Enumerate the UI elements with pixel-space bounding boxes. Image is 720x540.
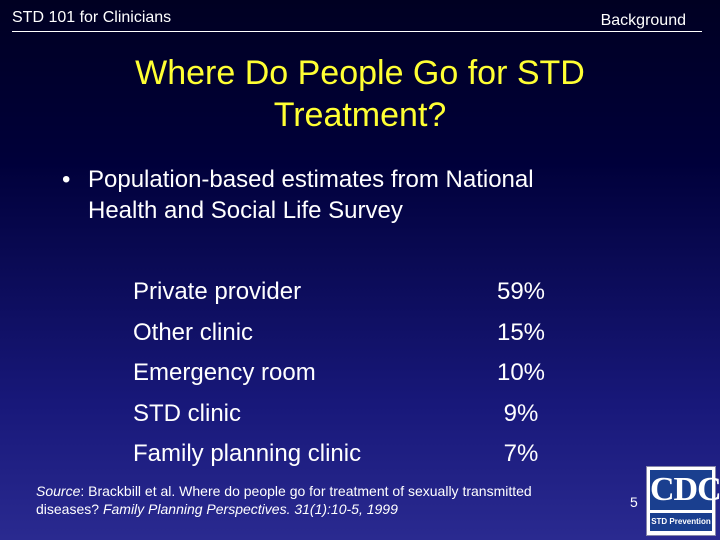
stat-row: Family planning clinic 7% [133, 434, 563, 475]
cdc-logo: CDC STD Prevention [646, 466, 720, 536]
stat-row: Other clinic 15% [133, 313, 563, 354]
header-divider [12, 31, 702, 32]
source-line-1: Source: Brackbill et al. Where do people… [36, 482, 616, 500]
section-label: Background [600, 12, 686, 29]
bullet-text-line-2: Health and Social Life Survey [88, 197, 403, 224]
slide-title-line-2: Treatment? [273, 96, 447, 134]
stat-label: Family planning clinic [133, 440, 362, 467]
stat-label: Other clinic [133, 318, 254, 346]
source-label: Source [36, 483, 81, 499]
stat-row: Private provider 59% [133, 272, 563, 313]
stat-label: Emergency room [133, 359, 316, 386]
source-citation: Source: Brackbill et al. Where do people… [36, 482, 616, 518]
stat-value: 15% [496, 318, 546, 346]
bullet-icon: • [62, 166, 71, 193]
stat-label: Private provider [133, 278, 302, 305]
cdc-logo-text: CDC [650, 470, 720, 510]
slide-title-line-1: Where Do People Go for STD [135, 54, 585, 92]
stat-row: STD clinic 9% [133, 394, 563, 435]
stat-value: 10% [496, 359, 546, 386]
stat-value: 7% [503, 440, 539, 467]
source-text-1: : Brackbill et al. Where do people go fo… [80, 483, 532, 499]
cdc-logo-subtitle: STD Prevention [650, 513, 712, 531]
page-number: 5 [630, 494, 638, 510]
stat-label: STD clinic [133, 399, 242, 427]
stat-value: 9% [503, 399, 539, 427]
source-journal: Family Planning Perspectives. 31(1):10-5… [102, 501, 398, 517]
stat-row: Emergency room 10% [133, 353, 563, 394]
course-title: STD 101 for Clinicians [12, 9, 172, 26]
stat-value: 59% [496, 278, 546, 305]
source-line-2: diseases? Family Planning Perspectives. … [36, 500, 616, 518]
bullet-text-line-1: Population-based estimates from National [88, 166, 534, 193]
treatment-stats-list: Private provider 59% Other clinic 15% Em… [133, 272, 563, 475]
source-text-2: diseases? [36, 501, 103, 517]
slide-title: Where Do People Go for STD Treatment? [40, 52, 680, 136]
bullet-point: • Population-based estimates from Nation… [62, 164, 662, 226]
